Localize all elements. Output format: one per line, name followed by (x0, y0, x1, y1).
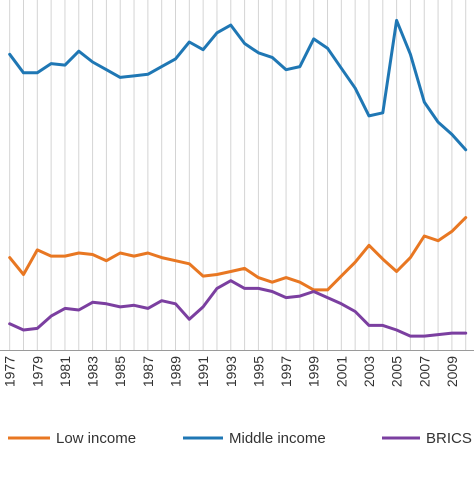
x-tick-labels: 1977 1979 1981 1983 1985 1987 1989 1991 1993 1995… (2, 356, 460, 387)
x-tick-label: 2001 (333, 356, 349, 387)
legend: Low income Middle income BRICS (8, 430, 472, 447)
x-tick-label: 1985 (112, 356, 128, 387)
series-layer (8, 18, 468, 338)
x-tick-label: 2005 (389, 356, 405, 387)
x-tick-label: 1997 (278, 356, 294, 387)
x-tick-label: 1993 (223, 356, 239, 387)
series-line-middle-income (8, 18, 468, 152)
x-tick-label: 2009 (444, 356, 460, 387)
x-tick-label: 1999 (306, 356, 322, 387)
x-tick-label: 2007 (416, 356, 432, 387)
series-line-low-income (8, 216, 468, 292)
x-tick-label: 1983 (85, 356, 101, 387)
x-tick-label: 1987 (140, 356, 156, 387)
x-tick-label: 1981 (57, 356, 73, 387)
legend-label-middle-income: Middle income (229, 430, 326, 447)
x-tick-label: 2003 (361, 356, 377, 387)
x-tick-label: 1989 (168, 356, 184, 387)
legend-label-brics: BRICS (426, 430, 472, 447)
legend-label-low-income: Low income (56, 430, 136, 447)
x-tick-label: 1979 (29, 356, 45, 387)
x-tick-label: 1977 (2, 356, 18, 387)
x-tick-label: 1991 (195, 356, 211, 387)
x-tick-label: 1995 (250, 356, 266, 387)
series-line-brics (8, 279, 468, 338)
